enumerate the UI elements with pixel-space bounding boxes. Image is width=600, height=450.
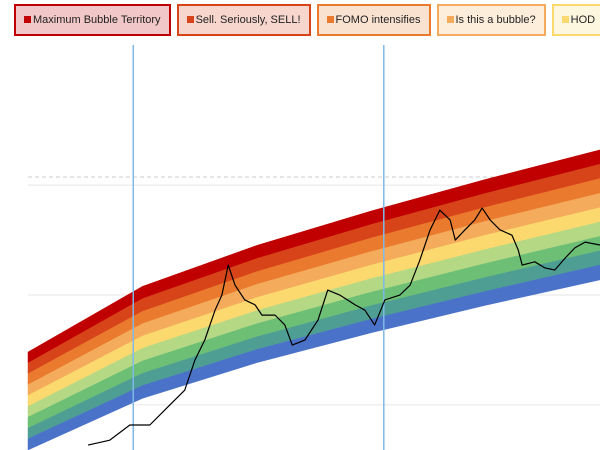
rainbow-band (27, 264, 600, 450)
legend-label: Sell. Seriously, SELL! (195, 14, 301, 26)
legend-label: Is this a bubble? (455, 14, 536, 26)
legend-swatch (326, 16, 334, 23)
legend-swatch (24, 16, 31, 23)
price-line (87, 207, 600, 446)
legend-label: Maximum Bubble Territory (33, 14, 161, 26)
legend-button[interactable]: Maximum Bubble Territory (14, 4, 171, 36)
legend-label: FOMO intensifies (335, 14, 421, 26)
legend-swatch (561, 16, 569, 23)
legend-button[interactable]: Sell. Seriously, SELL! (176, 4, 311, 36)
legend-button[interactable]: HOD (551, 4, 600, 36)
legend-swatch (446, 16, 454, 23)
legend-swatch (186, 16, 194, 23)
legend-button[interactable]: FOMO intensifies (316, 4, 431, 36)
legend-label: HOD (570, 14, 596, 26)
legend: Maximum Bubble Territory Sell. Seriously,… (14, 4, 600, 38)
legend-button[interactable]: Is this a bubble? (436, 4, 546, 36)
